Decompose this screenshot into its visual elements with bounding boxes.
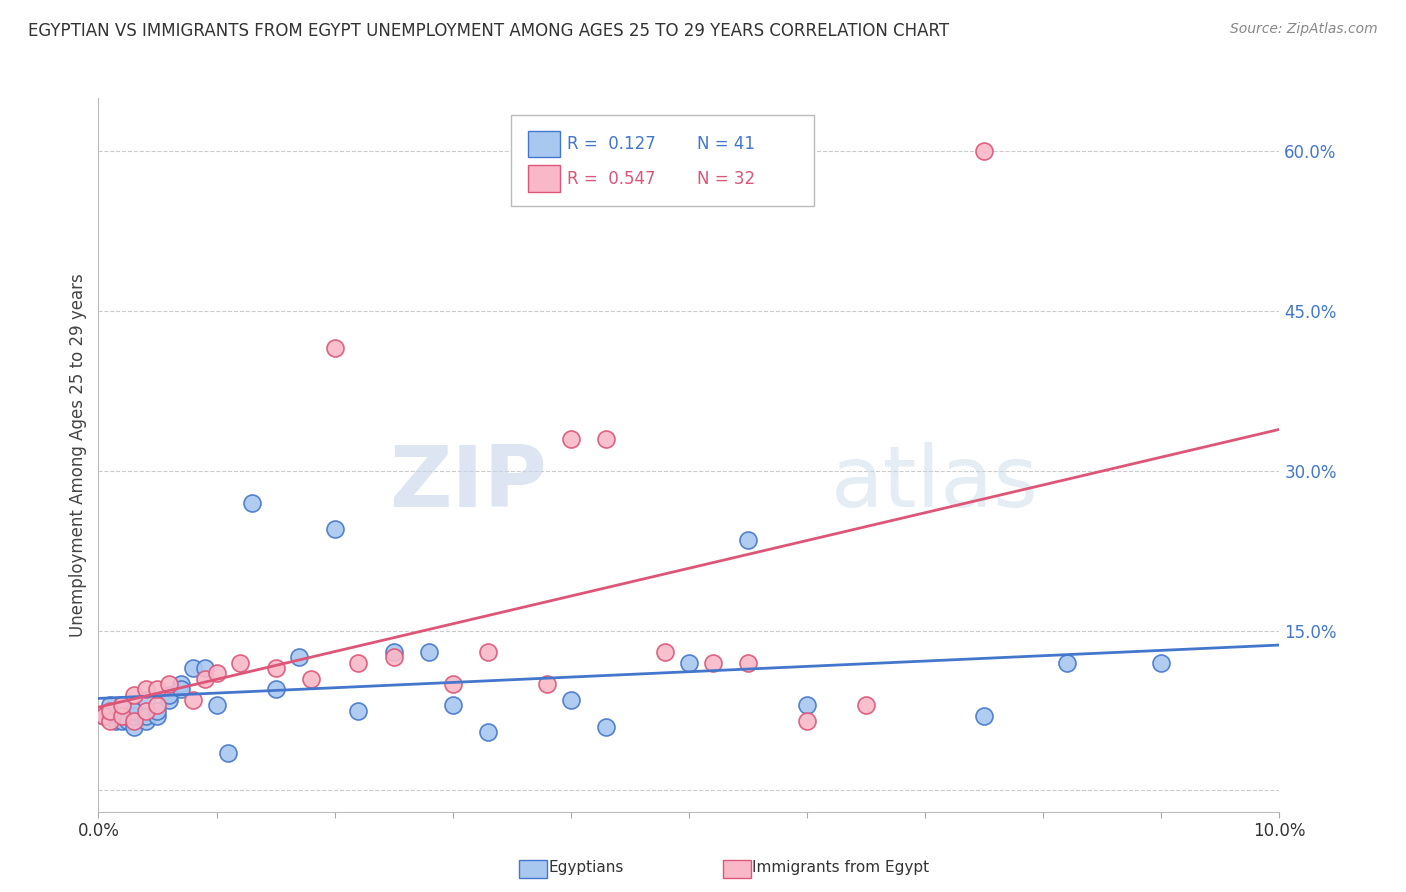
Point — [477, 645, 499, 659]
Point — [93, 709, 115, 723]
Point — [323, 523, 346, 537]
Point — [157, 677, 180, 691]
Point — [595, 432, 617, 446]
Point — [217, 746, 239, 760]
Point — [135, 714, 157, 729]
Point — [194, 672, 217, 686]
Point — [122, 688, 145, 702]
Point — [135, 704, 157, 718]
Point — [205, 666, 228, 681]
Point — [323, 342, 346, 356]
Point — [146, 709, 169, 723]
Point — [595, 719, 617, 733]
Point — [135, 709, 157, 723]
Point — [111, 714, 134, 729]
Text: Egyptians: Egyptians — [548, 861, 624, 875]
Point — [205, 698, 228, 713]
Text: EGYPTIAN VS IMMIGRANTS FROM EGYPT UNEMPLOYMENT AMONG AGES 25 TO 29 YEARS CORRELA: EGYPTIAN VS IMMIGRANTS FROM EGYPT UNEMPL… — [28, 22, 949, 40]
Point — [299, 672, 322, 686]
Point — [146, 704, 169, 718]
Point — [111, 709, 134, 723]
Point — [157, 688, 180, 702]
Point — [170, 677, 193, 691]
Point — [181, 661, 204, 675]
Point — [264, 682, 287, 697]
Point — [1150, 656, 1173, 670]
Text: R =  0.547: R = 0.547 — [567, 169, 655, 187]
Text: N = 41: N = 41 — [697, 136, 755, 153]
Point — [157, 693, 180, 707]
Point — [229, 656, 252, 670]
Text: atlas: atlas — [831, 442, 1039, 525]
Point — [105, 714, 128, 729]
Point — [477, 724, 499, 739]
Point — [441, 677, 464, 691]
Text: Source: ZipAtlas.com: Source: ZipAtlas.com — [1230, 22, 1378, 37]
Point — [111, 698, 134, 713]
Text: N = 32: N = 32 — [697, 169, 755, 187]
Point — [560, 693, 582, 707]
Point — [181, 693, 204, 707]
Point — [737, 533, 759, 548]
Point — [973, 145, 995, 159]
Point — [122, 709, 145, 723]
Y-axis label: Unemployment Among Ages 25 to 29 years: Unemployment Among Ages 25 to 29 years — [69, 273, 87, 637]
Point — [737, 656, 759, 670]
Point — [194, 661, 217, 675]
Point — [382, 650, 405, 665]
Point — [560, 432, 582, 446]
Point — [796, 698, 818, 713]
Point — [240, 496, 263, 510]
Point — [678, 656, 700, 670]
Point — [347, 704, 370, 718]
Point — [98, 709, 121, 723]
Point — [98, 698, 121, 713]
Point — [122, 714, 145, 729]
Point — [973, 709, 995, 723]
Point — [111, 698, 134, 713]
Point — [288, 650, 311, 665]
Point — [1056, 656, 1078, 670]
Point — [146, 682, 169, 697]
Point — [122, 719, 145, 733]
Point — [418, 645, 440, 659]
Point — [702, 656, 724, 670]
Point — [135, 682, 157, 697]
Point — [146, 698, 169, 713]
Point — [382, 645, 405, 659]
Point — [264, 661, 287, 675]
Point — [93, 709, 115, 723]
Point — [441, 698, 464, 713]
Text: ZIP: ZIP — [389, 442, 547, 525]
Point — [536, 677, 558, 691]
Point — [117, 714, 139, 729]
Point — [855, 698, 877, 713]
Point — [122, 704, 145, 718]
Point — [170, 682, 193, 697]
Point — [135, 693, 157, 707]
Text: R =  0.127: R = 0.127 — [567, 136, 655, 153]
Point — [347, 656, 370, 670]
Point — [654, 645, 676, 659]
Point — [796, 714, 818, 729]
Point — [111, 709, 134, 723]
Text: Immigrants from Egypt: Immigrants from Egypt — [752, 861, 929, 875]
Point — [98, 704, 121, 718]
Point — [98, 714, 121, 729]
